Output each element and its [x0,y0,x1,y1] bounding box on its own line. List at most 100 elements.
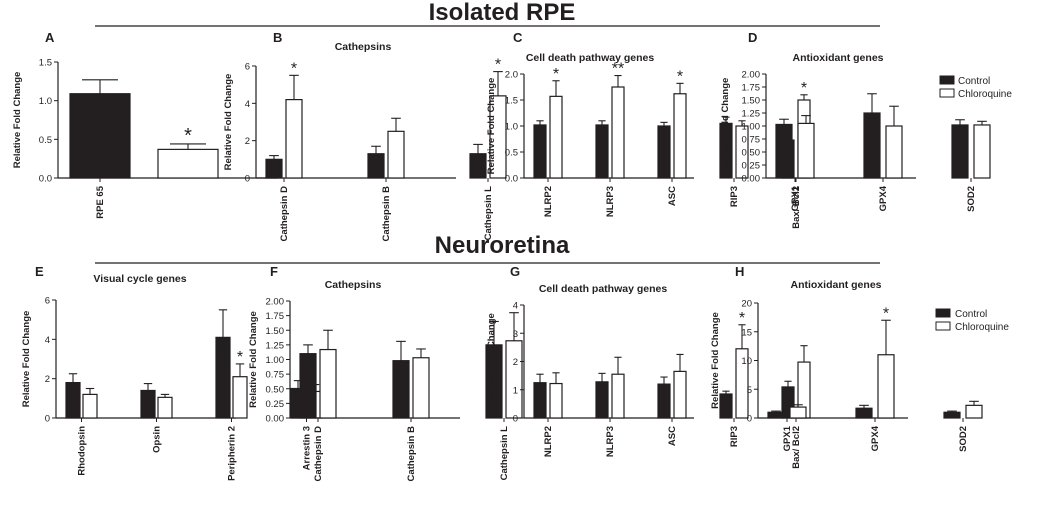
legend-chloroquine-label: Chloroquine [958,89,1012,100]
y-tick-label: 0 [245,174,250,185]
legend-control-label: Control [958,76,990,87]
bar-chloroquine-gpx1 [789,406,807,419]
y-tick-label: 0 [45,414,50,425]
y-axis-label: Relative Fold Change [486,78,497,175]
bar-control-peripherin-2 [215,336,231,419]
panel-label: G [510,264,520,279]
bar-chloroquine-opsin [157,396,173,419]
y-tick-label: 4 [245,99,250,110]
bar-chloroquine-asc [673,93,687,179]
y-tick-label: 0.50 [266,384,285,395]
y-tick-label: 0.25 [266,399,285,410]
x-tick-label: GPX4 [870,425,881,451]
significance-marker: * [739,310,745,327]
y-tick-label: 2 [513,357,518,368]
chart-title: Cathepsins [325,279,382,291]
bar-chloroquine-gpx4 [885,125,903,179]
bar-control-gpx4 [855,407,873,419]
y-tick-label: 0.00 [742,174,761,185]
chart-panel-d: D Antioxidant genes 0.00 0.25 0.50 0.75 1.00 1.… [720,30,991,212]
significance-marker: * [883,305,889,322]
significance-marker: * [291,60,297,77]
bar-control-gpx1 [767,411,785,419]
x-tick-label: Cathepsin D [279,186,290,242]
bar-chloroquine-cathepsin-d [319,348,337,419]
y-axis-label: Relative Fold Change [720,78,731,175]
bar-chloroquine-cathepsin-b [387,130,405,179]
y-tick-label: 15 [741,327,752,338]
x-tick-label: Arrestin 3 [302,426,313,470]
y-tick-label: 0.50 [742,148,761,159]
bar-chloroquine-asc [673,370,687,419]
x-tick-label: NLRP2 [543,186,554,217]
bar-control-cathepsin-b [367,153,385,179]
x-tick-label: SOD2 [966,186,977,212]
x-tick-label: NLRP3 [605,186,616,217]
y-tick-label: 2.0 [505,70,518,81]
panel-label: F [270,264,278,279]
y-tick-label: 1.75 [266,311,285,322]
x-tick-label: Opsin [152,426,163,453]
bar-control-nlrp2 [533,124,547,179]
section-title-neuroretina: Neuroretina [435,232,570,259]
y-tick-label: 0.0 [505,174,518,185]
bar-control-cathepsin-b [392,360,410,419]
bar-chloroquine-sod2 [965,404,983,419]
y-axis-label: Relative Fold Change [12,72,23,169]
bar-control-cathepsin-l [469,153,487,179]
y-tick-label: 1.5 [39,58,52,69]
y-tick-label: 0 [513,414,518,425]
bar-control-nlrp3 [595,124,609,179]
chart-panel-f: F Cathepsins 0.00 0.25 0.50 0.75 1.00 1.25 1.50 1… [248,264,523,481]
y-tick-label: 6 [245,62,250,73]
bar-control-rpe-65 [69,93,131,179]
y-tick-label: 1.00 [266,355,285,366]
legend-control-swatch [935,308,951,318]
y-tick-label: 10 [741,356,752,367]
y-tick-label: 0.25 [742,161,761,172]
bar-control-asc [657,125,671,179]
x-tick-label: Rhodopsin [77,426,88,476]
significance-marker: * [801,80,807,97]
x-tick-label: GPX1 [782,425,793,451]
bar-chloroquine-cathepsin-l [505,340,523,419]
chart-title: Antioxidant genes [792,52,883,64]
y-tick-label: 1.50 [742,96,761,107]
bar-chloroquine-cathepsin-b [412,357,430,419]
x-tick-label: Bax/ Bcl2 [791,426,802,469]
y-axis-label: Relative Fold Change [710,312,721,409]
bar-control-rip3 [719,393,733,419]
significance-marker: ** [612,61,624,78]
panel-label: D [748,30,757,45]
bar-control-rhodopsin [65,382,81,419]
legend-chloroquine-swatch [939,88,955,98]
panel-label: A [45,30,55,45]
y-tick-label: 5 [747,385,752,396]
x-tick-label: GPX1 [790,185,801,211]
panel-label: C [513,30,523,45]
y-tick-label: 2.00 [742,70,761,81]
bar-chloroquine-nlrp2 [549,382,563,419]
chart-title: Antioxidant genes [790,279,881,291]
y-tick-label: 1.0 [505,122,518,133]
y-tick-label: 0.75 [266,370,285,381]
significance-marker: * [553,66,559,83]
x-tick-label: RIP3 [729,426,740,447]
y-tick-label: 4 [513,301,518,312]
significance-marker: * [495,57,501,74]
bar-control-gpx1 [775,123,793,179]
y-tick-label: 2 [245,136,250,147]
chart-panel-a: A 0.0 0.5 1.0 1.5 Relative Fold Change * RPE 65 [12,30,278,219]
y-tick-label: 0.5 [39,135,52,146]
chart-panel-h: H Antioxidant genes 0 5 10 15 20 Relative Fold … [710,264,983,452]
x-tick-label: Cathepsin L [483,186,494,241]
y-tick-label: 1.0 [39,96,52,107]
bar-control-cathepsin-d [265,158,283,179]
chart-panel-g: G Cell death pathway genes 0 1 2 3 4 Relative F… [486,264,811,469]
x-tick-label: NLRP3 [605,426,616,457]
y-tick-label: 0.5 [505,148,518,159]
y-tick-label: 1.25 [266,340,285,351]
y-tick-label: 1.25 [742,109,761,120]
y-tick-label: 1.5 [505,96,518,107]
